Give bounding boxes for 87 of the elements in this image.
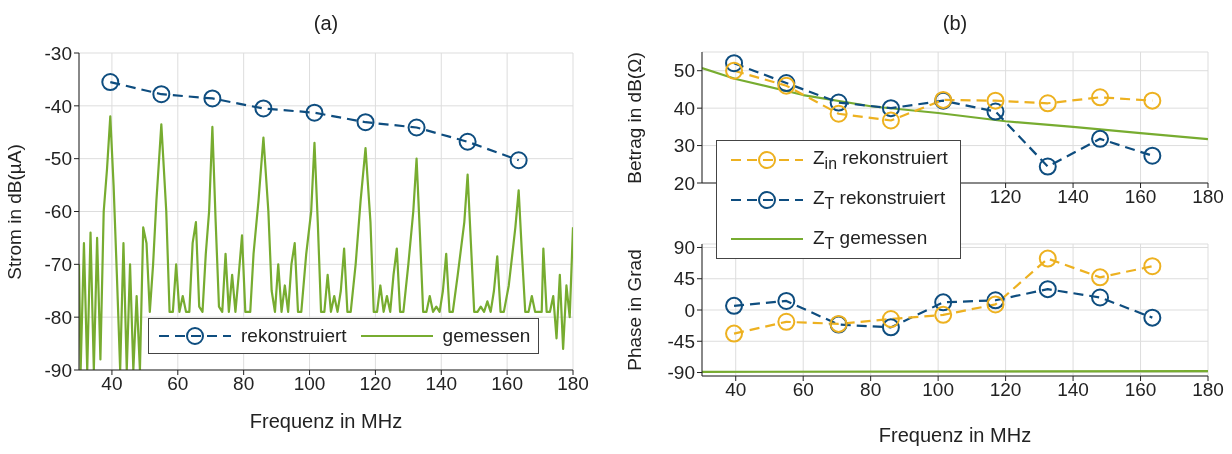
point — [1038, 280, 1057, 299]
point — [509, 151, 528, 170]
legend-label: Z$_{T}$ rekonstruiert — [813, 186, 946, 213]
point — [725, 61, 744, 80]
point — [881, 318, 900, 337]
x-tick-label: 160 — [1124, 186, 1157, 208]
point — [829, 104, 848, 123]
y-tick-label: -90 — [667, 362, 695, 384]
x-tick-label: 140 — [1057, 379, 1089, 401]
legend-label: Z$_{in}$ rekonstruiert — [813, 147, 948, 173]
point — [1143, 257, 1162, 276]
point — [986, 295, 1005, 314]
x-tick-label: 120 — [359, 373, 392, 395]
point — [254, 99, 273, 118]
y-axis-title: Strom in dB(µA) — [4, 143, 26, 280]
y-tick-label: -50 — [44, 148, 72, 170]
x-tick-label: 180 — [557, 373, 589, 395]
point — [986, 291, 1005, 310]
x-tick-label: 80 — [860, 379, 882, 401]
y-tick-label: -30 — [44, 42, 72, 64]
legend-label: rekonstruiert — [241, 325, 347, 347]
x-axis-title: Frequenz in MHz — [877, 424, 1033, 447]
y-tick-label: -60 — [44, 201, 72, 223]
point — [458, 132, 477, 151]
x-tick-label: 100 — [922, 379, 954, 401]
point — [1091, 268, 1110, 287]
point — [725, 54, 744, 73]
y-tick-label: -45 — [667, 331, 695, 353]
x-tick-label: 60 — [792, 379, 814, 401]
point — [986, 91, 1005, 110]
x-tick-label: 120 — [989, 379, 1022, 401]
point — [777, 291, 796, 310]
x-tick-label: 180 — [1192, 186, 1224, 208]
point — [305, 103, 324, 122]
point — [1091, 129, 1110, 148]
x-tick-label: 40 — [725, 379, 747, 401]
x-axis-title: Frequenz in MHz — [248, 410, 404, 433]
point — [1143, 91, 1162, 110]
point — [1143, 146, 1162, 165]
y-tick-label: 40 — [673, 97, 695, 119]
y-tick-label: 30 — [673, 135, 695, 157]
point — [725, 324, 744, 343]
point — [1091, 288, 1110, 307]
legend-label: gemessen — [442, 325, 531, 347]
point — [1038, 249, 1057, 268]
point — [986, 102, 1005, 121]
y-tick-label: 50 — [673, 60, 695, 82]
x-tick-label: 120 — [989, 186, 1022, 208]
point — [881, 111, 900, 130]
point — [725, 296, 744, 315]
point — [1038, 157, 1057, 176]
y-tick-label: -80 — [44, 306, 72, 328]
y-tick-label: 45 — [673, 268, 695, 290]
x-tick-label: 100 — [293, 373, 326, 395]
x-tick-label: 60 — [167, 373, 189, 395]
y-tick-label: -40 — [44, 95, 72, 117]
point — [152, 85, 171, 104]
x-tick-label: 160 — [1124, 379, 1157, 401]
x-tick-label: 80 — [233, 373, 255, 395]
x-tick-label: 140 — [1057, 186, 1089, 208]
point — [1038, 94, 1057, 113]
x-tick-label: 140 — [425, 373, 458, 395]
y-axis-title: Phase in Grad — [624, 249, 646, 371]
point — [356, 113, 375, 132]
point — [829, 93, 848, 112]
point — [881, 99, 900, 118]
y-tick-label: -70 — [44, 254, 72, 276]
x-tick-label: 160 — [491, 373, 523, 395]
y-axis-title: Betrag in dB(Ω) — [624, 51, 646, 184]
point — [407, 118, 426, 137]
x-tick-label: 180 — [1192, 379, 1224, 401]
point — [934, 305, 953, 324]
point — [934, 293, 953, 312]
chart-title: (b) — [941, 12, 969, 35]
point — [101, 73, 120, 92]
y-tick-label: -90 — [44, 359, 72, 381]
y-tick-label: 90 — [673, 237, 695, 259]
point — [203, 89, 222, 108]
point — [1143, 308, 1162, 327]
legend-label: Z$_{T}$ gemessen — [813, 226, 928, 253]
x-tick-label: 40 — [101, 373, 123, 395]
point — [881, 310, 900, 329]
chart-title: (a) — [312, 12, 340, 35]
point — [1091, 88, 1110, 107]
y-tick-label: 20 — [673, 172, 695, 194]
y-tick-label: 0 — [684, 299, 695, 321]
point — [777, 312, 796, 331]
